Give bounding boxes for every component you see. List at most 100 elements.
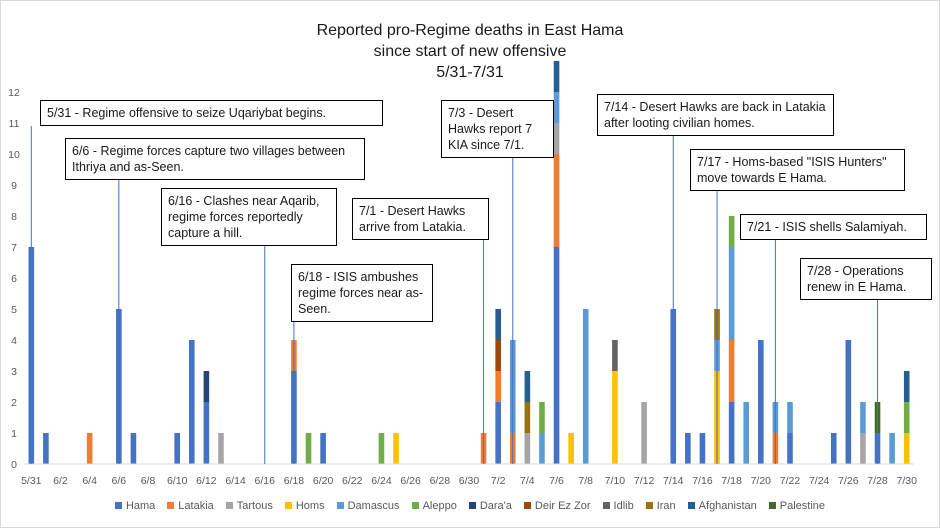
- annotation-box: 7/14 - Desert Hawks are back in Latakia …: [597, 94, 834, 136]
- x-tick-label: 6/16: [255, 475, 276, 487]
- legend-item: Afghanistan: [687, 500, 757, 512]
- bar-segment: [889, 433, 895, 464]
- bar-segment: [787, 402, 793, 433]
- x-tick-label: 7/10: [605, 475, 626, 487]
- bar-segment: [203, 402, 210, 464]
- y-tick-label: 7: [11, 242, 17, 254]
- bar-segment: [553, 92, 560, 123]
- bar-segment: [685, 433, 691, 464]
- x-tick-label: 6/12: [196, 475, 217, 487]
- x-tick-label: 7/2: [491, 475, 506, 487]
- bar-segment: [495, 402, 501, 464]
- legend-item: Dara'a: [468, 500, 512, 512]
- annotation-box: 7/28 - Operations renew in E Hama.: [800, 258, 932, 300]
- annotation-box: 6/16 - Clashes near Aqarib, regime force…: [161, 188, 337, 246]
- bar-segment: [495, 309, 501, 340]
- x-tick-label: 5/31: [21, 475, 42, 487]
- legend-label: Palestine: [779, 500, 826, 512]
- legend-label: Homs: [295, 500, 325, 512]
- y-tick-label: 1: [11, 428, 17, 440]
- x-tick-label: 7/8: [578, 475, 593, 487]
- y-tick-label: 12: [8, 87, 20, 99]
- bar-segment: [553, 123, 560, 154]
- x-tick-label: 7/24: [809, 475, 830, 487]
- bar-segment: [43, 433, 49, 464]
- x-tick-label: 6/24: [371, 475, 392, 487]
- bar-segment: [203, 371, 210, 402]
- bar-segment: [699, 433, 706, 464]
- bar-segment: [903, 402, 910, 433]
- legend-item: Iran: [645, 500, 676, 512]
- y-tick-label: 5: [11, 304, 17, 316]
- legend-label: Hama: [125, 500, 156, 512]
- legend-swatch: [523, 501, 531, 509]
- bar-segment: [728, 402, 735, 464]
- annotation-box: 7/1 - Desert Hawks arrive from Latakia.: [352, 198, 489, 240]
- bar-segment: [305, 433, 312, 464]
- legend-swatch: [768, 501, 776, 509]
- legend-label: Afghanistan: [698, 500, 757, 512]
- x-tick-label: 6/2: [53, 475, 68, 487]
- legend-swatch: [687, 501, 695, 509]
- bar-segment: [524, 402, 531, 433]
- legend-swatch: [225, 501, 233, 509]
- x-tick-label: 7/16: [692, 475, 713, 487]
- bar-segment: [903, 433, 910, 464]
- legend-item: Aleppo: [411, 500, 457, 512]
- bar-segment: [86, 433, 93, 464]
- x-tick-label: 7/4: [520, 475, 535, 487]
- annotation-box: 7/17 - Homs-based "ISIS Hunters" move to…: [690, 149, 905, 191]
- x-tick-label: 6/30: [459, 475, 480, 487]
- bar-segment: [524, 433, 531, 464]
- legend-swatch: [167, 501, 175, 509]
- y-tick-label: 4: [11, 335, 17, 347]
- bar-segment: [539, 433, 545, 464]
- x-tick-label: 7/30: [896, 475, 917, 487]
- legend-item: Damascus: [336, 500, 400, 512]
- bar-segment: [743, 402, 750, 464]
- bar-segment: [758, 340, 764, 464]
- legend-item: Palestine: [768, 500, 826, 512]
- x-tick-label: 7/22: [780, 475, 801, 487]
- x-axis: 5/31 6/2 6/4 6/6 6/8 6/10 6/12 6/14 6/16 6/18 6/20…: [21, 463, 917, 487]
- x-tick-label: 6/14: [225, 475, 246, 487]
- annotation-box: 5/31 - Regime offensive to seize Uqariyb…: [40, 100, 383, 126]
- x-tick-label: 6/18: [284, 475, 305, 487]
- bar-segment: [320, 433, 326, 464]
- legend-item: Hama: [114, 500, 156, 512]
- annotation-box: 6/18 - ISIS ambushes regime forces near …: [291, 264, 433, 322]
- legend-swatch: [114, 501, 122, 509]
- bar-segment: [582, 309, 589, 464]
- bar-segment: [728, 340, 735, 402]
- bar-segment: [378, 433, 385, 464]
- chart-legend: Hama Latakia Tartous Homs Damascus Aleppo Dara…: [0, 500, 940, 512]
- bar-segment: [787, 433, 793, 464]
- annotation-box: 6/6 - Regime forces capture two villages…: [65, 138, 365, 180]
- y-tick-label: 0: [11, 459, 17, 471]
- x-tick-label: 7/6: [549, 475, 564, 487]
- legend-item: Idlib: [602, 500, 634, 512]
- bar-segment: [612, 340, 618, 371]
- legend-label: Aleppo: [422, 500, 457, 512]
- x-tick-label: 7/14: [663, 475, 684, 487]
- x-tick-label: 7/26: [838, 475, 859, 487]
- legend-label: Tartous: [236, 500, 273, 512]
- bar-segment: [860, 433, 866, 464]
- legend-swatch: [411, 501, 419, 509]
- y-tick-label: 10: [8, 149, 20, 161]
- bar-segment: [728, 216, 735, 247]
- legend-item: Deir Ez Zor: [523, 500, 591, 512]
- bar-segment: [860, 402, 866, 433]
- x-tick-label: 6/10: [167, 475, 188, 487]
- annotation-leaders: [30, 126, 879, 464]
- x-tick-label: 7/12: [634, 475, 655, 487]
- title-line-2: since start of new offensive: [373, 43, 567, 60]
- bar-segment: [174, 433, 180, 464]
- annotation-box: 7/21 - ISIS shells Salamiyah.: [740, 214, 927, 240]
- bar-segment: [539, 402, 545, 433]
- bar-segment: [188, 340, 195, 464]
- legend-swatch: [602, 501, 610, 509]
- legend-label: Damascus: [347, 500, 400, 512]
